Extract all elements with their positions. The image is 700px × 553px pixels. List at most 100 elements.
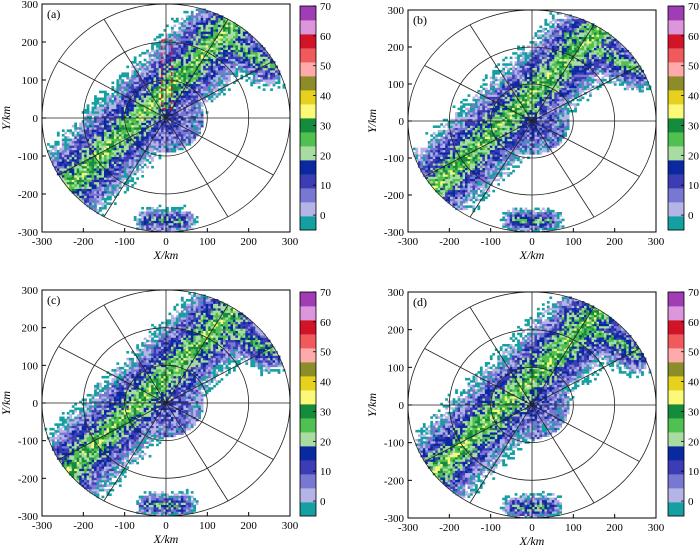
echo-cell <box>111 120 115 123</box>
echo-cell <box>188 72 192 75</box>
echo-cell <box>462 196 466 199</box>
echo-cell <box>175 211 179 215</box>
echo-cell <box>175 70 179 73</box>
echo-cell <box>64 147 68 151</box>
echo-cell <box>133 156 137 160</box>
echo-cell <box>148 133 152 137</box>
echo-cell <box>146 102 149 105</box>
echo-cell <box>173 108 177 112</box>
echo-cell <box>86 172 90 176</box>
echo-cell <box>183 136 187 139</box>
echo-cell <box>188 102 192 105</box>
echo-cell <box>230 42 234 46</box>
echo-cell <box>86 163 90 167</box>
echo-cell <box>84 138 87 142</box>
echo-cell <box>193 26 197 30</box>
echo-cell <box>180 127 184 130</box>
echo-cell <box>101 118 105 121</box>
echo-cell <box>198 45 202 48</box>
echo-cell <box>118 92 122 96</box>
echo-cell <box>437 125 441 128</box>
echo-cell <box>163 29 167 32</box>
echo-cell <box>247 63 251 66</box>
echo-cell <box>180 56 184 60</box>
echo-cell <box>151 81 154 85</box>
echo-cell <box>148 211 152 215</box>
echo-cell <box>61 168 65 171</box>
echo-cell <box>158 138 162 142</box>
echo-cell <box>168 65 172 69</box>
echo-cell <box>180 115 184 119</box>
echo-cell <box>223 42 226 46</box>
echo-cell <box>477 116 481 120</box>
echo-cell <box>108 99 112 103</box>
echo-cell <box>247 47 251 50</box>
echo-cell <box>153 72 157 75</box>
echo-cell <box>84 161 87 164</box>
echo-cell <box>131 177 135 180</box>
echo-cell <box>487 123 491 126</box>
echo-cell <box>213 83 216 87</box>
echo-cell <box>457 207 461 211</box>
echo-cell <box>190 26 194 30</box>
echo-cell <box>141 170 144 174</box>
echo-cell <box>470 163 473 166</box>
echo-cell <box>183 104 187 107</box>
echo-cell <box>138 147 142 151</box>
echo-cell <box>163 83 167 87</box>
echo-cell <box>492 125 496 128</box>
echo-cell <box>474 94 478 97</box>
echo-cell <box>156 88 159 91</box>
echo-cell <box>158 63 162 66</box>
echo-cell <box>247 38 251 41</box>
echo-cell <box>460 114 463 117</box>
panel-label: (a) <box>47 7 60 21</box>
azimuth-spoke <box>58 117 167 176</box>
echo-cell <box>136 115 140 119</box>
echo-cell <box>188 99 192 103</box>
echo-cell <box>200 95 204 98</box>
echo-cell <box>108 122 112 126</box>
echo-cell <box>190 31 194 34</box>
echo-cell <box>455 118 458 122</box>
echo-cell <box>161 118 164 121</box>
echo-cell <box>178 216 182 219</box>
echo-cell <box>91 138 95 142</box>
echo-cell <box>183 72 187 75</box>
echo-cell <box>76 147 80 151</box>
echo-cell <box>168 104 172 107</box>
echo-cell <box>482 158 486 162</box>
echo-cell <box>489 134 493 137</box>
echo-cell <box>442 172 446 175</box>
echo-cell <box>173 70 177 73</box>
echo-cell <box>232 49 236 53</box>
echo-cell <box>123 165 127 169</box>
echo-cell <box>116 79 120 82</box>
echo-cell <box>128 179 132 183</box>
echo-cell <box>71 159 75 162</box>
echo-cell <box>173 86 177 89</box>
echo-cell <box>168 229 172 232</box>
echo-cell <box>64 159 68 162</box>
echo-cell <box>151 149 154 153</box>
echo-cell <box>166 113 169 117</box>
echo-cell <box>218 74 221 78</box>
echo-cell <box>487 109 491 113</box>
echo-cell <box>153 56 157 60</box>
echo-cell <box>237 56 241 60</box>
echo-cell <box>168 83 172 87</box>
echo-cell <box>86 202 90 205</box>
echo-cell <box>237 65 241 69</box>
echo-cell <box>138 161 142 164</box>
echo-cell <box>158 145 162 148</box>
echo-cell <box>106 197 110 201</box>
echo-cell <box>203 38 206 41</box>
echo-cell <box>121 143 125 146</box>
echo-cell <box>245 35 249 39</box>
echo-cell <box>173 145 177 148</box>
echo-cell <box>195 90 199 94</box>
echo-cell <box>178 72 182 75</box>
echo-cell <box>250 63 254 66</box>
echo-cell <box>175 113 179 117</box>
echo-cell <box>111 108 115 112</box>
